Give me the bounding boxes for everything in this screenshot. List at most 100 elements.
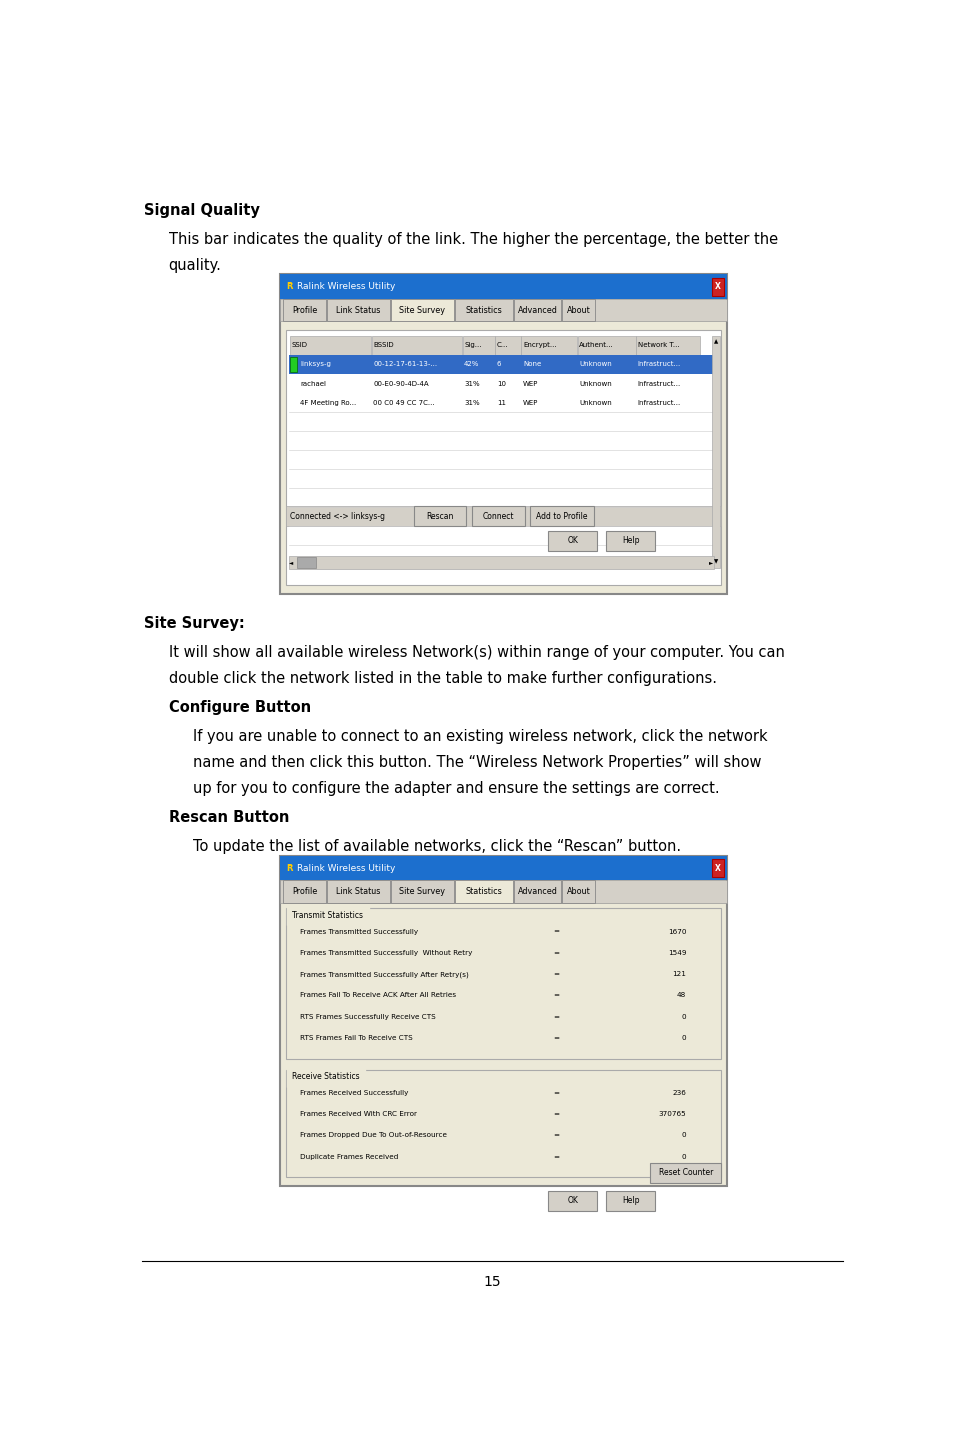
Text: Reset Counter: Reset Counter: [658, 1168, 713, 1177]
FancyBboxPatch shape: [281, 880, 727, 904]
Text: Sig...: Sig...: [464, 342, 481, 348]
FancyBboxPatch shape: [391, 880, 454, 904]
Text: R⃗: R⃗: [286, 864, 293, 873]
Text: Site Survey:: Site Survey:: [144, 615, 245, 631]
FancyBboxPatch shape: [455, 880, 513, 904]
Text: Help: Help: [622, 1196, 639, 1205]
FancyBboxPatch shape: [462, 336, 495, 355]
Text: ▼: ▼: [714, 560, 718, 565]
Text: Authent...: Authent...: [579, 342, 614, 348]
Text: RTS Frames Successfully Receive CTS: RTS Frames Successfully Receive CTS: [300, 1014, 435, 1020]
Text: Frames Received Successfully: Frames Received Successfully: [300, 1090, 408, 1096]
Text: This bar indicates the quality of the link. The higher the percentage, the bette: This bar indicates the quality of the li…: [168, 231, 777, 247]
Text: OK: OK: [567, 1196, 578, 1205]
Text: 48: 48: [678, 992, 686, 998]
FancyBboxPatch shape: [712, 336, 720, 567]
Text: X: X: [715, 282, 721, 291]
FancyBboxPatch shape: [549, 1190, 597, 1211]
FancyBboxPatch shape: [281, 298, 727, 322]
Text: It will show all available wireless Network(s) within range of your computer. Yo: It will show all available wireless Netw…: [168, 645, 784, 661]
Text: Profile: Profile: [292, 888, 317, 896]
Text: 0: 0: [681, 1014, 686, 1020]
Text: Encrypt...: Encrypt...: [523, 342, 556, 348]
Text: ◄: ◄: [289, 560, 293, 565]
Text: =: =: [553, 950, 559, 956]
Text: Advanced: Advanced: [518, 888, 557, 896]
Text: linksys-g: linksys-g: [301, 361, 332, 368]
Text: 0: 0: [681, 1154, 686, 1160]
Text: Connected <-> linksys-g: Connected <-> linksys-g: [290, 512, 385, 521]
Text: 11: 11: [497, 400, 506, 406]
Text: 31%: 31%: [464, 400, 480, 406]
Text: 10: 10: [497, 381, 506, 387]
Text: ▲: ▲: [714, 339, 718, 345]
Text: =: =: [553, 1112, 559, 1117]
Text: 370765: 370765: [658, 1112, 686, 1117]
FancyBboxPatch shape: [286, 506, 721, 527]
FancyBboxPatch shape: [290, 336, 371, 355]
FancyBboxPatch shape: [636, 336, 701, 355]
FancyBboxPatch shape: [530, 506, 594, 527]
Text: Configure Button: Configure Button: [168, 700, 310, 714]
Text: =: =: [553, 1035, 559, 1040]
Text: 121: 121: [673, 970, 686, 978]
Text: RTS Frames Fail To Receive CTS: RTS Frames Fail To Receive CTS: [300, 1035, 412, 1040]
Text: None: None: [523, 361, 541, 368]
FancyBboxPatch shape: [391, 298, 454, 322]
Text: Connect: Connect: [482, 512, 514, 521]
Text: 6: 6: [497, 361, 502, 368]
Text: Statistics: Statistics: [465, 306, 502, 314]
FancyBboxPatch shape: [496, 336, 521, 355]
Text: 00-E0-90-4D-4A: 00-E0-90-4D-4A: [374, 381, 430, 387]
FancyBboxPatch shape: [455, 298, 513, 322]
Text: Advanced: Advanced: [518, 306, 557, 314]
FancyBboxPatch shape: [522, 336, 577, 355]
Text: name and then click this button. The “Wireless Network Properties” will show: name and then click this button. The “Wi…: [193, 755, 762, 770]
Text: R⃗: R⃗: [286, 282, 293, 291]
FancyBboxPatch shape: [651, 1163, 721, 1183]
Text: ►: ►: [708, 560, 713, 565]
Text: =: =: [553, 1014, 559, 1020]
Text: 4F Meeting Ro...: 4F Meeting Ro...: [301, 400, 357, 406]
Text: =: =: [553, 970, 559, 978]
FancyBboxPatch shape: [606, 1190, 654, 1211]
FancyBboxPatch shape: [289, 355, 718, 374]
Text: Transmit Statistics: Transmit Statistics: [292, 911, 363, 920]
Text: double click the network listed in the table to make further configurations.: double click the network listed in the t…: [168, 671, 717, 685]
Text: 1670: 1670: [668, 928, 686, 934]
Text: Network T...: Network T...: [638, 342, 679, 348]
Text: 236: 236: [673, 1090, 686, 1096]
FancyBboxPatch shape: [283, 880, 326, 904]
FancyBboxPatch shape: [281, 856, 727, 880]
Text: Frames Received With CRC Error: Frames Received With CRC Error: [300, 1112, 417, 1117]
Text: Frames Transmitted Successfully After Retry(s): Frames Transmitted Successfully After Re…: [300, 970, 468, 978]
Text: Signal Quality: Signal Quality: [144, 202, 259, 218]
Text: OK: OK: [567, 537, 578, 546]
FancyBboxPatch shape: [562, 298, 595, 322]
FancyBboxPatch shape: [283, 298, 326, 322]
Text: Rescan: Rescan: [427, 512, 454, 521]
Text: Infrastruct...: Infrastruct...: [638, 361, 681, 368]
Text: Frames Transmitted Successfully: Frames Transmitted Successfully: [300, 928, 418, 934]
Text: 15: 15: [483, 1275, 502, 1289]
Text: Statistics: Statistics: [465, 888, 502, 896]
Text: Frames Fail To Receive ACK After All Retries: Frames Fail To Receive ACK After All Ret…: [300, 992, 456, 998]
Text: WEP: WEP: [523, 400, 538, 406]
Text: =: =: [553, 1132, 559, 1138]
FancyBboxPatch shape: [286, 1069, 721, 1177]
Text: 00 C0 49 CC 7C...: 00 C0 49 CC 7C...: [374, 400, 435, 406]
Text: About: About: [567, 888, 590, 896]
FancyBboxPatch shape: [289, 374, 718, 393]
FancyBboxPatch shape: [281, 275, 727, 594]
Text: Unknown: Unknown: [579, 361, 612, 368]
Text: Help: Help: [622, 537, 639, 546]
FancyBboxPatch shape: [290, 358, 297, 372]
Text: Ralink Wireless Utility: Ralink Wireless Utility: [297, 864, 395, 873]
Text: X: X: [715, 864, 721, 873]
Text: C...: C...: [497, 342, 508, 348]
Text: Receive Statistics: Receive Statistics: [292, 1072, 359, 1081]
Text: Link Status: Link Status: [336, 306, 381, 314]
FancyBboxPatch shape: [562, 880, 595, 904]
FancyBboxPatch shape: [289, 556, 714, 569]
FancyBboxPatch shape: [712, 858, 725, 877]
